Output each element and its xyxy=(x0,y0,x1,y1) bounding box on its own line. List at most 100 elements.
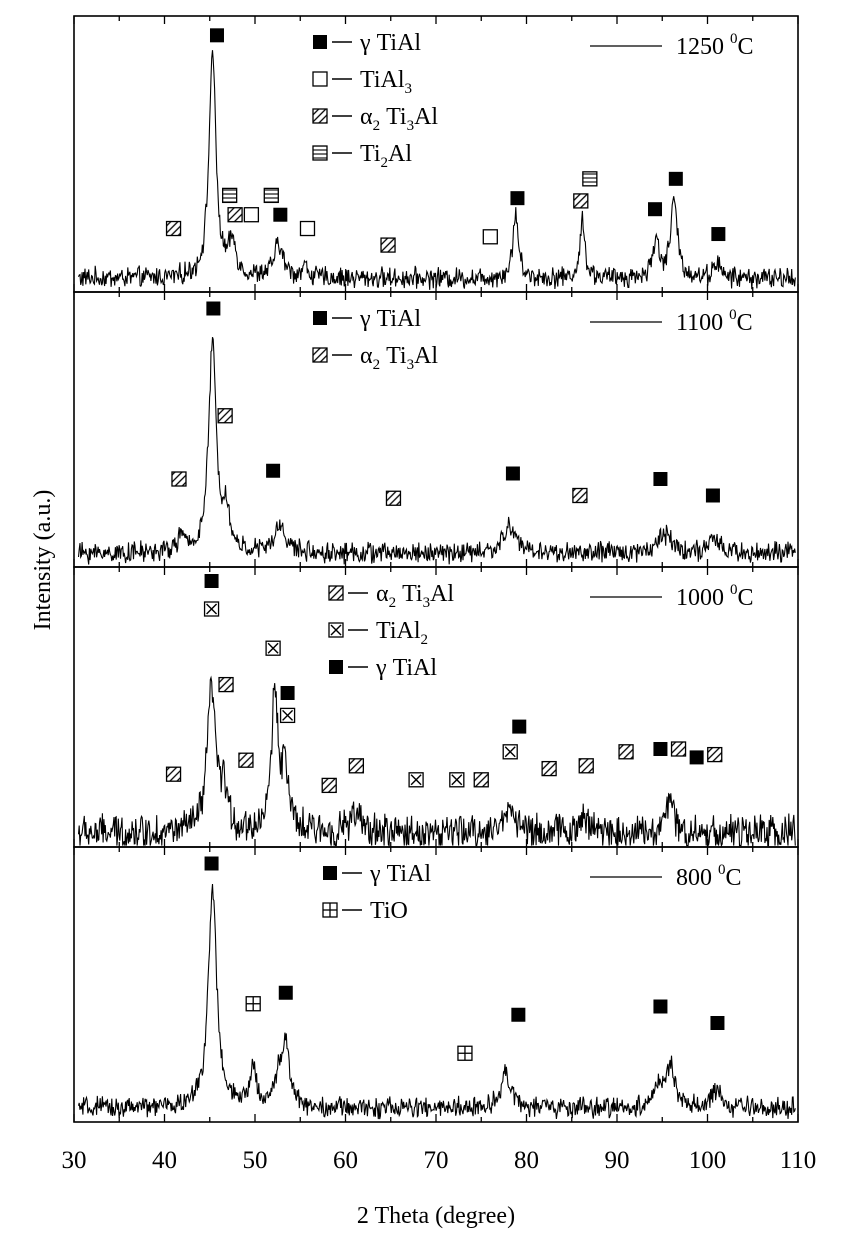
x-tick-label: 40 xyxy=(152,1147,177,1174)
phase-marker-tial3 xyxy=(482,229,498,245)
phase-marker-gamma xyxy=(653,999,668,1014)
phase-marker-alpha2 xyxy=(171,471,187,487)
legend-entry-gamma: γ TiAl xyxy=(323,861,431,887)
temperature-label: 800 0C xyxy=(590,862,742,891)
legend-entry-alpha2: α2 Ti3Al xyxy=(312,104,438,134)
legend-swatch-alpha2 xyxy=(312,108,328,124)
legend-swatch-gamma xyxy=(313,35,327,49)
phase-marker-alpha2 xyxy=(217,408,233,424)
phase-marker-tial2 xyxy=(408,772,424,788)
phase-marker-tial3 xyxy=(243,207,260,223)
legend-label: α2 Ti3Al xyxy=(376,581,454,611)
phase-marker-gamma xyxy=(273,207,288,222)
phase-marker-alpha2 xyxy=(573,193,589,209)
legend-swatch-gamma xyxy=(313,311,327,325)
temperature-label: 1000 0C xyxy=(590,582,754,611)
phase-marker-gamma xyxy=(204,574,219,588)
phase-marker-gamma xyxy=(510,191,525,206)
panel-p1250: γ TiAl TiAl3 α2 Ti3Al Ti2Al 1250 0C xyxy=(73,15,799,293)
phase-marker-gamma xyxy=(711,227,726,242)
phase-marker-gamma xyxy=(668,171,683,186)
phase-marker-alpha2 xyxy=(707,746,723,763)
legend-label: γ TiAl xyxy=(359,30,421,56)
phase-marker-gamma xyxy=(653,472,668,486)
phase-marker-alpha2 xyxy=(380,237,396,253)
xrd-pattern-line xyxy=(77,337,796,565)
phase-marker-tio xyxy=(457,1045,473,1061)
legend-entry-alpha2: α2 Ti3Al xyxy=(312,343,438,373)
phase-marker-tial2 xyxy=(449,772,465,788)
phase-marker-gamma xyxy=(653,742,668,756)
xrd-pattern-line xyxy=(77,883,796,1120)
phase-marker-gamma xyxy=(209,28,224,43)
legend-entry-gamma: γ TiAl xyxy=(329,655,437,681)
phase-marker-gamma xyxy=(689,750,704,765)
x-tick-label: 110 xyxy=(780,1147,817,1174)
phase-marker-gamma xyxy=(206,301,221,316)
legend-swatch-tio xyxy=(322,902,338,918)
phase-marker-alpha2 xyxy=(572,487,588,504)
phase-marker-alpha2 xyxy=(385,490,402,506)
phase-marker-alpha2 xyxy=(165,220,182,237)
panel-p1100: γ TiAl α2 Ti3Al 1100 0C xyxy=(73,291,799,568)
phase-marker-tial2 xyxy=(279,707,296,724)
x-tick-label: 90 xyxy=(605,1147,630,1174)
x-tick-label: 50 xyxy=(243,1147,268,1174)
phase-marker-gamma xyxy=(266,463,281,478)
x-tick-label: 80 xyxy=(514,1147,539,1174)
legend-swatch-tial2 xyxy=(328,622,344,638)
x-tick-label: 70 xyxy=(424,1147,449,1174)
phase-marker-ti2al xyxy=(263,187,279,204)
phase-marker-gamma xyxy=(710,1016,725,1030)
temperature-text: 800 0C xyxy=(676,862,742,891)
xrd-pattern-line xyxy=(77,675,796,848)
phase-marker-tial3 xyxy=(299,220,316,237)
phase-marker-tial2 xyxy=(203,601,220,617)
temperature-label: 1100 0C xyxy=(590,307,753,336)
xrd-pattern-line xyxy=(77,50,796,290)
phase-marker-alpha2 xyxy=(227,207,243,223)
phase-marker-ti2al xyxy=(582,171,598,187)
phase-marker-alpha2 xyxy=(618,744,634,760)
temperature-text: 1250 0C xyxy=(676,31,754,60)
phase-marker-alpha2 xyxy=(218,676,234,693)
phase-marker-gamma xyxy=(512,719,527,734)
legend-entry-gamma: γ TiAl xyxy=(313,306,421,332)
phase-marker-alpha2 xyxy=(348,758,365,774)
phase-marker-alpha2 xyxy=(578,758,594,774)
phase-marker-gamma xyxy=(278,985,293,1000)
phase-marker-gamma xyxy=(705,488,720,503)
legend-label: TiAl3 xyxy=(360,67,412,97)
phase-marker-tio xyxy=(245,996,261,1012)
legend-entry-tial3: TiAl3 xyxy=(312,67,412,97)
legend-entry-ti2al: Ti2Al xyxy=(312,141,412,171)
legend-label: γ TiAl xyxy=(375,655,437,681)
legend-swatch-ti2al xyxy=(312,145,328,161)
phase-marker-tial2 xyxy=(502,744,518,760)
legend-swatch-alpha2 xyxy=(312,347,328,363)
x-axis-ticks: 30 40 50 60 70 80 90 100 110 xyxy=(62,1147,817,1174)
phase-marker-gamma xyxy=(280,686,295,700)
legend-entry-tio: TiO xyxy=(322,898,408,924)
legend-entry-tial2: TiAl2 xyxy=(328,618,428,648)
phase-marker-ti2al xyxy=(222,187,238,204)
temperature-text: 1000 0C xyxy=(676,582,754,611)
phase-marker-gamma xyxy=(648,202,663,217)
phase-marker-tial2 xyxy=(265,640,281,656)
legend-swatch-gamma xyxy=(329,660,343,674)
legend-label: γ TiAl xyxy=(369,861,431,887)
legend-label: Ti2Al xyxy=(360,141,412,171)
phase-marker-alpha2 xyxy=(473,772,489,788)
panels-layer: γ TiAl TiAl3 α2 Ti3Al Ti2Al 1250 0C γ TiAl α2 … xyxy=(73,15,799,1123)
legend-label: TiAl2 xyxy=(376,618,428,648)
temperature-text: 1100 0C xyxy=(676,307,753,336)
phase-marker-alpha2 xyxy=(670,741,687,757)
legend-label: α2 Ti3Al xyxy=(360,104,438,134)
x-axis-title: 2 Theta (degree) xyxy=(357,1203,515,1229)
legend-label: γ TiAl xyxy=(359,306,421,332)
x-tick-label: 30 xyxy=(62,1147,87,1174)
panel-p800: γ TiAl TiO 800 0C xyxy=(73,846,799,1123)
legend-swatch-gamma xyxy=(323,866,337,880)
phase-marker-gamma xyxy=(511,1007,526,1022)
